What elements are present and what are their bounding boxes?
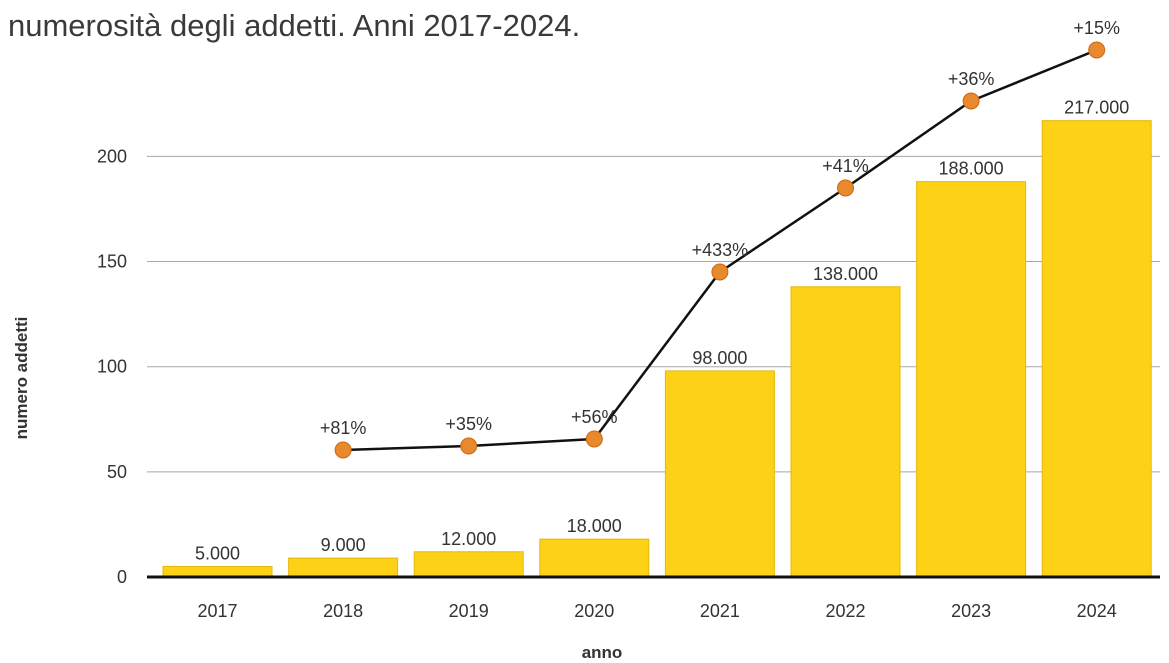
- y-tick-label: 200: [97, 146, 127, 166]
- growth-label: +433%: [692, 240, 749, 260]
- y-tick-label: 100: [97, 357, 127, 377]
- y-tick-label: 150: [97, 252, 127, 272]
- x-axis-title: anno: [582, 643, 623, 662]
- chart-title: numerosità degli addetti. Anni 2017-2024…: [8, 8, 580, 44]
- growth-label: +35%: [445, 414, 492, 434]
- bar-value-label: 188.000: [939, 159, 1004, 179]
- bar-2017: [162, 565, 273, 578]
- growth-line: [334, 41, 1106, 459]
- growth-point-2023: [962, 92, 980, 110]
- growth-point-2019: [460, 437, 478, 455]
- growth-point-2022: [837, 179, 854, 197]
- bar-value-label: 18.000: [567, 516, 622, 536]
- bar-value-label: 98.000: [692, 348, 747, 368]
- bar-value-label: 12.000: [441, 529, 496, 549]
- y-tick-label: 0: [117, 567, 127, 587]
- x-tick-label: 2021: [700, 601, 740, 621]
- bar-value-label: 217.000: [1064, 98, 1129, 118]
- bar-2024: [1041, 120, 1152, 578]
- growth-labels: +81% +35% +56% +433% +41% +36% +15%: [320, 18, 1120, 438]
- x-tick-label: 2022: [825, 601, 865, 621]
- bar-2022: [790, 286, 901, 578]
- bar-2023: [916, 181, 1027, 578]
- bar-value-label: 9.000: [321, 535, 366, 555]
- bars: [162, 120, 1152, 578]
- growth-point-2024: [1088, 41, 1106, 59]
- x-tick-label: 2023: [951, 601, 991, 621]
- bar-value-label: 138.000: [813, 264, 878, 284]
- growth-point-2020: [585, 430, 603, 448]
- x-tick-label: 2017: [197, 601, 237, 621]
- y-tick-label: 50: [107, 462, 127, 482]
- y-tick-labels: 0 50 100 150 200: [97, 146, 127, 587]
- chart-title-text: numerosità degli addetti. Anni 2017-2024…: [8, 8, 581, 43]
- bar-2021: [664, 370, 775, 578]
- growth-label: +41%: [822, 156, 869, 176]
- x-tick-label: 2019: [449, 601, 489, 621]
- x-tick-labels: 2017 2018 2019 2020 2021 2022 2023 2024: [197, 601, 1116, 621]
- bar-value-label: 5.000: [195, 543, 240, 563]
- x-tick-label: 2020: [574, 601, 614, 621]
- bar-2018: [288, 557, 399, 578]
- x-tick-label: 2018: [323, 601, 363, 621]
- growth-point-2018: [334, 441, 352, 459]
- growth-label: +81%: [320, 418, 367, 438]
- growth-point-2021: [711, 263, 729, 281]
- growth-label: +15%: [1073, 18, 1120, 38]
- bar-value-labels: 5.000 9.000 12.000 18.000 98.000 138.000 188.0…: [195, 98, 1129, 564]
- growth-label: +56%: [571, 407, 618, 427]
- growth-label: +36%: [948, 69, 995, 89]
- bar-2019: [413, 551, 524, 578]
- bar-2020: [539, 538, 650, 578]
- y-axis-title: numero addetti: [12, 317, 31, 440]
- x-tick-label: 2024: [1077, 601, 1117, 621]
